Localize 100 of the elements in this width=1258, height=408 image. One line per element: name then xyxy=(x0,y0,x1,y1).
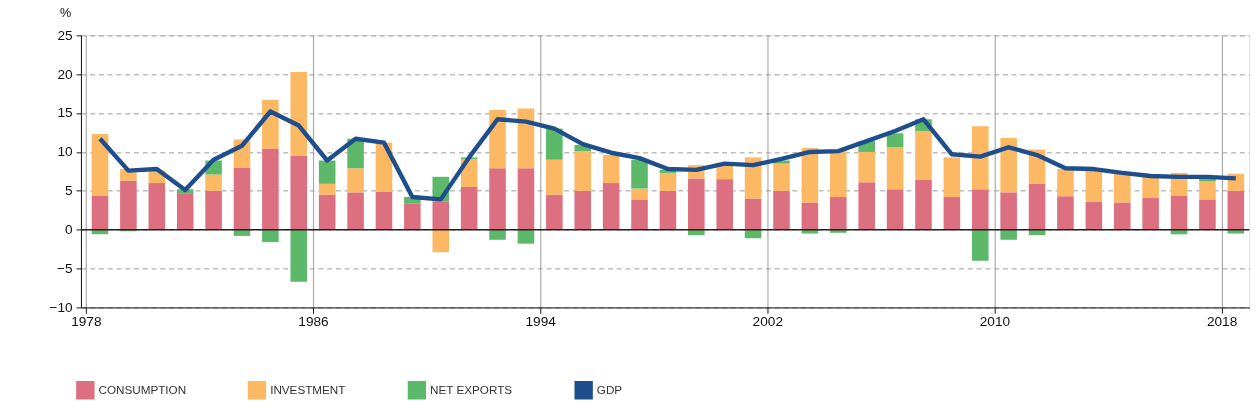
bar xyxy=(262,148,279,230)
bar xyxy=(120,180,137,230)
bar xyxy=(318,183,336,195)
bar xyxy=(404,203,421,230)
bar xyxy=(1000,229,1017,240)
bar xyxy=(659,172,677,191)
bar xyxy=(773,163,790,191)
bar xyxy=(801,202,819,230)
bar xyxy=(375,191,393,230)
x-tick-label: 1978 xyxy=(71,314,102,330)
y-tick-label: 20 xyxy=(57,66,74,82)
bar xyxy=(1113,172,1131,203)
bar xyxy=(205,174,222,191)
bar xyxy=(915,130,932,180)
bar xyxy=(830,150,847,198)
bar xyxy=(290,229,308,282)
bar xyxy=(971,126,989,190)
bar xyxy=(1227,229,1245,234)
bar xyxy=(801,229,819,234)
bar xyxy=(659,190,677,230)
bar xyxy=(886,189,904,230)
legend-label: GDP xyxy=(596,383,623,397)
bar xyxy=(489,229,506,240)
bar xyxy=(1199,199,1216,230)
bar xyxy=(574,151,592,191)
y-axis-title: % xyxy=(59,6,72,21)
y-tick-label: 0 xyxy=(65,222,74,238)
bar xyxy=(91,134,109,196)
bar xyxy=(1057,169,1074,197)
bar xyxy=(233,229,251,236)
bar xyxy=(91,195,109,230)
y-tick-label: 25 xyxy=(57,27,74,43)
bar xyxy=(716,179,733,230)
bar xyxy=(546,194,563,230)
bar xyxy=(1000,137,1017,193)
bar xyxy=(574,190,592,230)
bar xyxy=(517,168,535,230)
bar xyxy=(943,157,961,198)
bar xyxy=(688,229,705,236)
x-tick-label: 1994 xyxy=(525,314,557,330)
bar xyxy=(432,201,450,230)
legend-label: NET EXPORTS xyxy=(430,383,513,397)
bar xyxy=(290,155,308,230)
bar xyxy=(858,151,875,183)
bar xyxy=(489,109,506,169)
bar xyxy=(631,188,648,200)
bar xyxy=(886,147,904,190)
y-tick-label: 10 xyxy=(57,144,74,160)
x-tick-label: 2018 xyxy=(1206,314,1238,330)
bar xyxy=(971,189,989,230)
bar xyxy=(347,168,364,193)
bar xyxy=(1199,181,1216,200)
bar xyxy=(1113,202,1131,230)
bar xyxy=(886,133,904,148)
bar xyxy=(830,229,847,233)
y-tick-label: −10 xyxy=(49,299,74,315)
y-tick-label: −5 xyxy=(57,260,74,276)
bar xyxy=(262,229,279,243)
bar xyxy=(489,168,506,230)
line-series xyxy=(97,109,1239,202)
bar xyxy=(1227,190,1245,230)
bar xyxy=(205,190,222,230)
bar xyxy=(546,159,563,195)
legend-label: INVESTMENT xyxy=(270,383,346,397)
legend-label: CONSUMPTION xyxy=(98,383,187,397)
bar xyxy=(1085,201,1103,230)
bar xyxy=(744,229,762,239)
bar xyxy=(744,198,762,230)
bar xyxy=(858,182,875,230)
bar xyxy=(1085,169,1103,202)
bar xyxy=(830,197,847,230)
x-tick-label: 2010 xyxy=(979,314,1011,330)
bar xyxy=(602,155,620,184)
bar xyxy=(318,160,336,184)
bar xyxy=(688,178,705,230)
bar xyxy=(602,183,620,230)
x-tick-label: 1986 xyxy=(298,314,329,330)
bar xyxy=(517,229,535,244)
bar xyxy=(148,183,166,230)
bar xyxy=(1170,195,1188,230)
bar xyxy=(460,186,478,230)
bar xyxy=(631,159,648,189)
bar xyxy=(176,193,194,230)
bar xyxy=(1028,183,1046,230)
bar xyxy=(1000,192,1017,230)
bar xyxy=(546,128,563,160)
bar xyxy=(773,190,790,230)
bar xyxy=(432,229,450,253)
bar xyxy=(1142,197,1159,230)
x-tick-label: 2002 xyxy=(752,314,783,330)
bar xyxy=(290,71,308,156)
y-tick-label: 15 xyxy=(57,105,74,121)
bar xyxy=(631,199,648,230)
bar xyxy=(233,167,251,230)
bar xyxy=(347,192,364,230)
y-tick-label: 5 xyxy=(65,183,74,199)
bar xyxy=(1142,176,1159,198)
bar xyxy=(318,194,336,230)
bar xyxy=(971,229,989,261)
bar xyxy=(1057,196,1074,230)
